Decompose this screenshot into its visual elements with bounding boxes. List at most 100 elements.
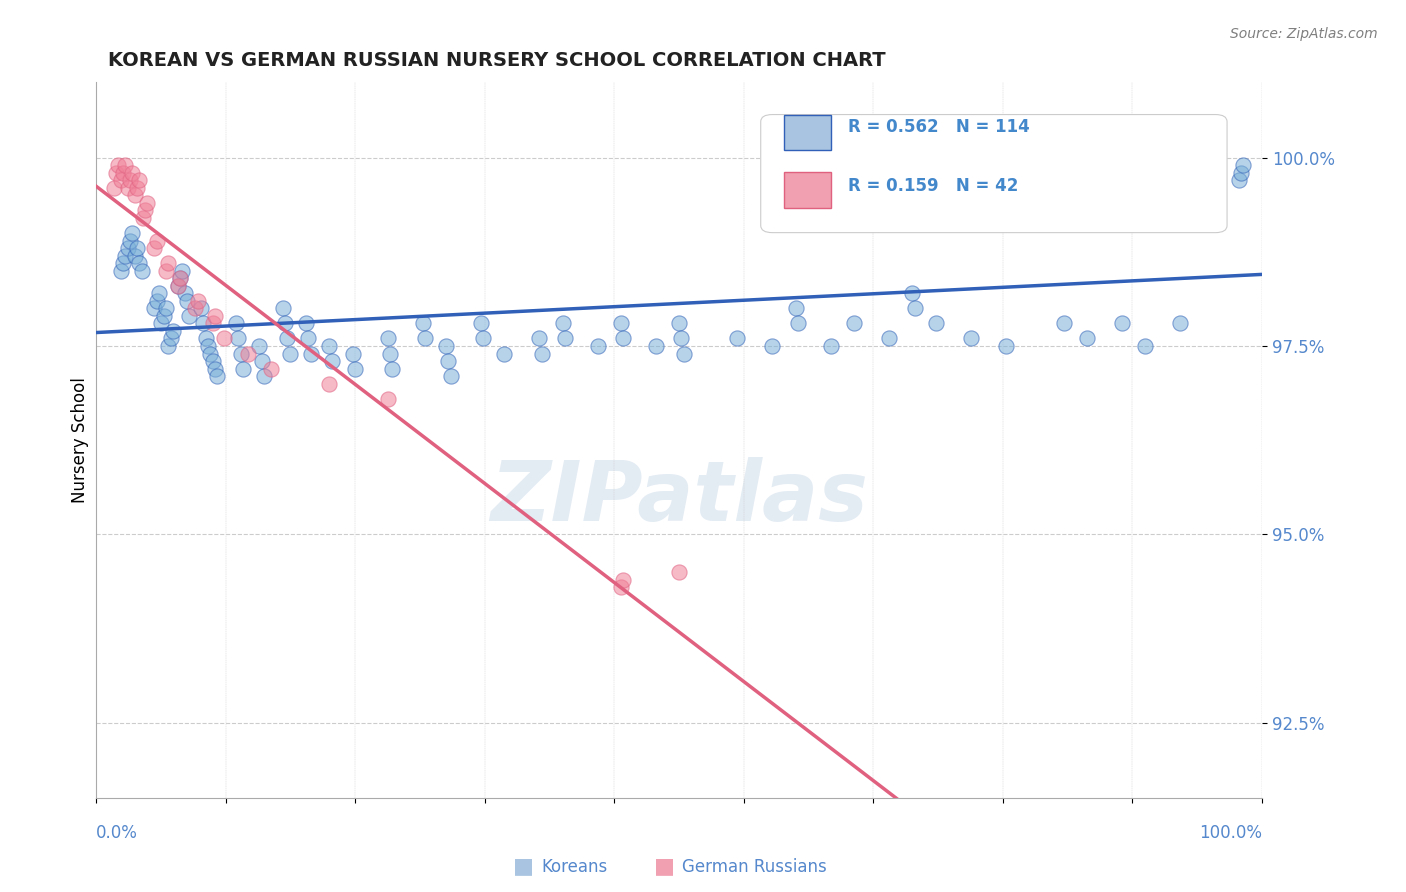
FancyBboxPatch shape <box>785 114 831 151</box>
Point <box>250 354 273 368</box>
Point <box>1135 339 1157 353</box>
Point <box>169 271 191 285</box>
Point <box>612 331 634 345</box>
Point <box>529 331 551 345</box>
Point <box>904 301 927 316</box>
Point <box>412 317 434 331</box>
Point <box>228 331 250 345</box>
Point <box>1170 317 1192 331</box>
Point <box>114 158 136 172</box>
Point <box>184 301 207 316</box>
Point <box>201 317 224 331</box>
Text: Koreans: Koreans <box>541 858 607 876</box>
Point <box>103 181 125 195</box>
Point <box>121 166 143 180</box>
Point <box>117 181 139 195</box>
Point <box>150 317 173 331</box>
Text: German Russians: German Russians <box>682 858 827 876</box>
Text: ■: ■ <box>654 856 675 876</box>
Y-axis label: Nursery School: Nursery School <box>72 377 89 503</box>
Point <box>1053 317 1076 331</box>
Point <box>321 354 343 368</box>
Point <box>207 369 229 384</box>
Point <box>132 211 155 225</box>
Point <box>214 331 236 345</box>
Point <box>128 256 150 270</box>
Point <box>118 173 141 187</box>
Point <box>924 317 946 331</box>
Point <box>260 361 283 376</box>
Point <box>229 346 252 360</box>
Point <box>153 309 176 323</box>
Point <box>610 580 633 594</box>
Point <box>187 293 209 308</box>
Point <box>842 317 865 331</box>
Point <box>820 339 842 353</box>
Point <box>124 249 146 263</box>
Point <box>166 278 188 293</box>
Point <box>901 286 924 301</box>
Point <box>1195 158 1218 172</box>
Point <box>1232 158 1254 172</box>
Point <box>172 263 194 277</box>
Point <box>105 166 128 180</box>
Point <box>125 241 148 255</box>
Point <box>274 317 297 331</box>
Point <box>377 331 399 345</box>
Point <box>610 317 633 331</box>
Point <box>276 331 298 345</box>
Point <box>179 309 201 323</box>
Point <box>107 158 129 172</box>
Text: ZIPatlas: ZIPatlas <box>491 457 868 538</box>
Point <box>877 331 900 345</box>
Point <box>644 339 666 353</box>
Point <box>247 339 270 353</box>
Point <box>671 331 693 345</box>
Point <box>1227 173 1250 187</box>
Point <box>530 346 553 360</box>
Point <box>612 573 634 587</box>
FancyBboxPatch shape <box>785 172 831 208</box>
Point <box>125 181 148 195</box>
Point <box>253 369 276 384</box>
Point <box>297 331 319 345</box>
Point <box>586 339 609 353</box>
Point <box>1018 166 1040 180</box>
Point <box>110 263 132 277</box>
Point <box>117 241 139 255</box>
Point <box>959 331 981 345</box>
Point <box>143 241 166 255</box>
Text: R = 0.159   N = 42: R = 0.159 N = 42 <box>848 178 1018 195</box>
Point <box>1197 151 1219 165</box>
Point <box>785 301 807 316</box>
Text: KOREAN VS GERMAN RUSSIAN NURSERY SCHOOL CORRELATION CHART: KOREAN VS GERMAN RUSSIAN NURSERY SCHOOL … <box>108 51 886 70</box>
Point <box>271 301 294 316</box>
Point <box>413 331 436 345</box>
Point <box>173 286 195 301</box>
Point <box>1019 181 1042 195</box>
Point <box>672 346 695 360</box>
Point <box>155 301 177 316</box>
Point <box>434 339 457 353</box>
Point <box>204 361 226 376</box>
Point <box>1111 317 1133 331</box>
Point <box>200 346 222 360</box>
Point <box>725 331 748 345</box>
Point <box>176 293 198 308</box>
Point <box>136 195 159 210</box>
Point <box>342 346 364 360</box>
Point <box>378 346 401 360</box>
Point <box>554 331 576 345</box>
Text: R = 0.562   N = 114: R = 0.562 N = 114 <box>848 118 1031 136</box>
Point <box>128 173 150 187</box>
Point <box>111 256 134 270</box>
Point <box>1076 331 1098 345</box>
Point <box>190 301 212 316</box>
Point <box>159 331 181 345</box>
Point <box>114 249 136 263</box>
Point <box>155 263 177 277</box>
Point <box>134 203 156 218</box>
Point <box>162 324 184 338</box>
Point <box>472 331 495 345</box>
Point <box>166 278 188 293</box>
